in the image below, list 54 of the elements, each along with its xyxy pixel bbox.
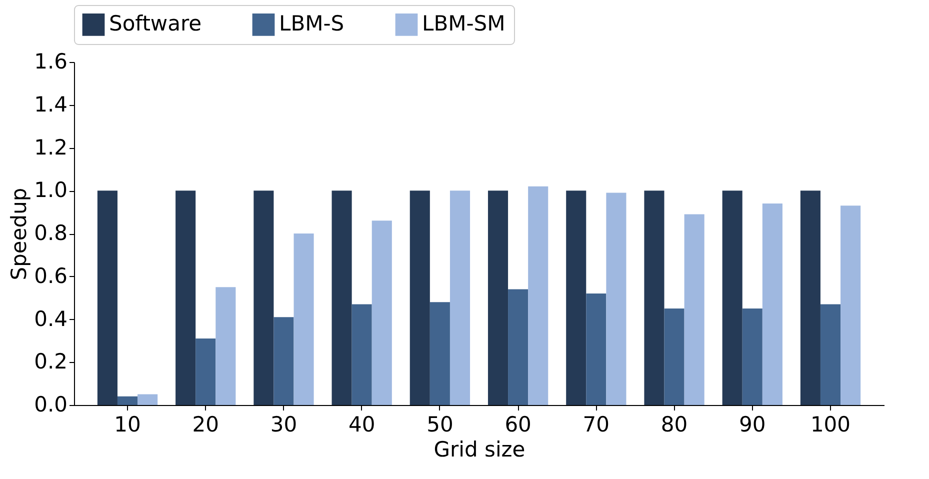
bar [196,338,216,405]
x-tick-label: 40 [348,412,376,436]
bar [352,304,372,405]
bar [176,190,196,405]
x-tick-label: 100 [810,412,851,436]
x-axis-title: Grid size [434,438,526,462]
x-tick-label: 50 [426,412,454,436]
bar [820,304,841,405]
bar [528,186,548,405]
y-tick-label: 0.6 [34,264,68,288]
bar [508,289,528,405]
bar [586,294,606,405]
bar [800,190,820,405]
legend-label: LBM-SM [422,12,506,36]
y-tick-label: 0.4 [34,306,68,331]
legend-label: LBM-S [279,12,344,36]
bar [274,317,294,405]
x-tick-label: 30 [270,412,298,436]
legend-label: Software [109,12,202,36]
bar [332,190,352,405]
bar [254,190,274,405]
bar [742,308,762,405]
y-tick-label: 0.2 [34,350,68,374]
y-tick-label: 0.8 [34,221,68,245]
x-tick-label: 20 [192,412,219,436]
x-tick-label: 70 [582,412,610,436]
bar [138,394,158,405]
bar [450,190,470,405]
bar [294,234,314,405]
y-tick-label: 1.6 [34,50,68,74]
bar [722,190,742,405]
bar [372,220,392,405]
y-tick-label: 1.0 [34,178,68,202]
bar [566,190,586,405]
x-tick-label: 90 [739,412,766,436]
bar [410,190,430,405]
x-tick-label: 10 [114,412,141,436]
bar [606,192,626,405]
bar [117,396,138,405]
bar [664,308,684,405]
bar [762,203,782,405]
y-axis-title: Speedup [7,188,32,280]
x-tick-label: 60 [504,412,532,436]
bar [840,206,861,405]
x-tick-label: 80 [660,412,688,436]
bar [430,302,450,405]
bar [97,190,118,405]
bar [684,214,704,405]
y-tick-label: 1.2 [34,135,68,160]
y-tick-label: 0.0 [34,392,68,416]
bar [644,190,664,405]
y-tick-label: 1.4 [34,92,68,116]
bar [488,190,508,405]
bar [216,287,236,405]
